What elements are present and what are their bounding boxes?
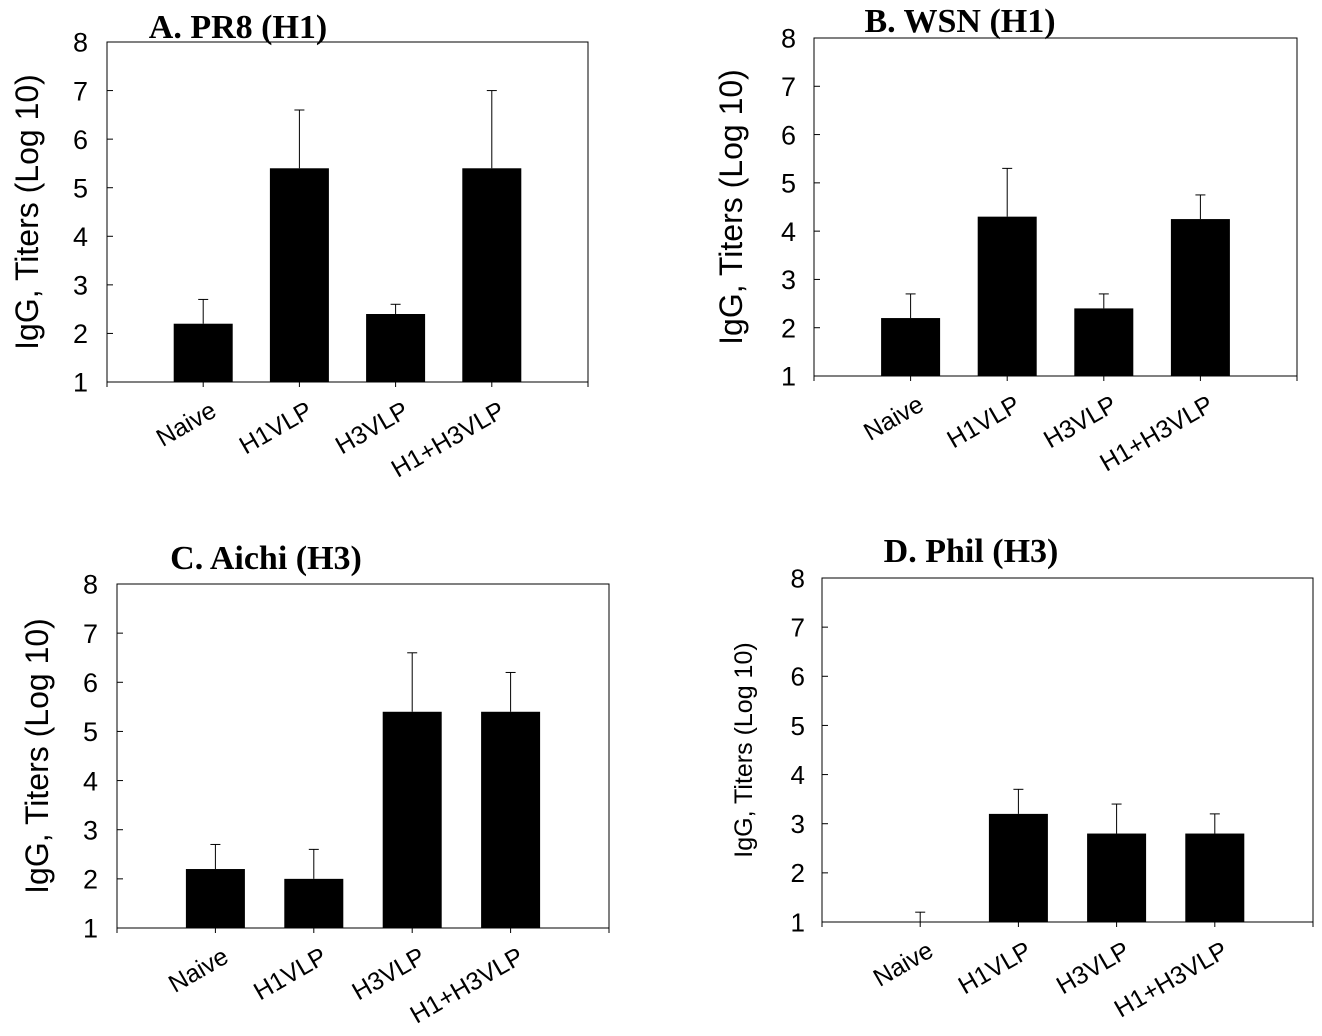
- y-tick-label: 4: [83, 766, 98, 796]
- x-category-label: Naive: [152, 396, 221, 452]
- bar-h3vlp: [1087, 833, 1147, 922]
- y-tick-label: 6: [781, 120, 796, 150]
- y-tick-label: 4: [781, 217, 796, 247]
- panel-title: B. WSN (H1): [864, 3, 1055, 40]
- bar-h1vlp: [269, 168, 329, 382]
- chart-panel-2: B. WSN (H1) IgG, Titers (Log 10) 1 2 3 4 5 6 7 8 N…: [713, 3, 1298, 477]
- x-category-label: H1VLP: [235, 396, 318, 460]
- y-tick-label: 1: [83, 914, 98, 944]
- y-tick-label: 2: [781, 313, 796, 343]
- y-tick-label: 5: [781, 169, 796, 199]
- y-tick-label: 7: [791, 613, 805, 643]
- y-tick-label: 4: [73, 222, 88, 252]
- y-tick-label: 4: [791, 760, 805, 790]
- y-tick-label: 3: [73, 271, 88, 301]
- y-tick-label: 2: [83, 865, 98, 895]
- plot-frame: [106, 41, 589, 383]
- y-tick-label: 7: [83, 619, 98, 649]
- y-tick-label: 5: [73, 173, 88, 203]
- bar-naive: [185, 869, 245, 928]
- y-axis-label: IgG, Titers (Log 10): [713, 69, 749, 345]
- bar-naive: [173, 323, 233, 382]
- y-tick-label: 3: [781, 265, 796, 295]
- bar-h3vlp: [382, 711, 442, 928]
- bar-h1-h3vlp: [462, 168, 522, 382]
- y-tick-label: 6: [791, 662, 805, 692]
- chart-panel-4: D. Phil (H3) IgG, Titers (Log 10) 1 2 3 4 5 6 7 8…: [730, 533, 1314, 1023]
- bar-h1vlp: [284, 878, 344, 928]
- x-category-label: H1VLP: [249, 942, 332, 1006]
- x-category-label: H1+H3VLP: [405, 942, 528, 1029]
- bar-naive: [881, 318, 941, 376]
- y-tick-label: 8: [781, 24, 796, 54]
- bar-h1-h3vlp: [481, 711, 541, 928]
- x-category-label: H1VLP: [942, 390, 1025, 454]
- bar-h3vlp: [1074, 308, 1134, 376]
- bar-h3vlp: [366, 314, 426, 382]
- y-axis-label: IgG, Titers (Log 10): [9, 74, 45, 350]
- plot-frame: [821, 577, 1314, 923]
- x-category-label: H1+H3VLP: [1110, 936, 1233, 1023]
- bar-h1vlp: [977, 216, 1037, 376]
- x-category-label: Naive: [164, 942, 233, 998]
- plot-frame: [813, 37, 1298, 377]
- y-tick-label: 2: [791, 858, 805, 888]
- y-tick-label: 6: [73, 125, 88, 155]
- y-axis-label: IgG, Titers (Log 10): [19, 618, 55, 894]
- y-tick-label: 3: [83, 815, 98, 845]
- panel-title: A. PR8 (H1): [149, 9, 327, 46]
- plot-frame: [116, 583, 610, 929]
- y-tick-label: 1: [791, 907, 805, 937]
- y-tick-label: 6: [83, 668, 98, 698]
- bar-h1-h3vlp: [1170, 219, 1230, 376]
- x-category-label: H3VLP: [1052, 936, 1135, 1000]
- x-category-label: H1VLP: [954, 936, 1037, 1000]
- panel-title: C. Aichi (H3): [170, 540, 362, 577]
- chart-panel-1: A. PR8 (H1) IgG, Titers (Log 10) 1 2 3 4 5 6 7 8 N…: [9, 9, 589, 483]
- y-tick-label: 8: [83, 570, 98, 600]
- y-tick-label: 3: [791, 809, 805, 839]
- panel-title: D. Phil (H3): [884, 533, 1059, 570]
- y-tick-label: 8: [791, 563, 805, 593]
- bar-h1-h3vlp: [1185, 833, 1245, 922]
- y-tick-label: 5: [791, 711, 805, 741]
- y-tick-label: 8: [73, 28, 88, 58]
- x-category-label: Naive: [859, 390, 928, 446]
- y-tick-label: 5: [83, 717, 98, 747]
- bar-h1vlp: [988, 813, 1048, 922]
- y-axis-label: IgG, Titers (Log 10): [730, 642, 758, 857]
- y-tick-label: 7: [73, 76, 88, 106]
- y-tick-label: 1: [781, 362, 796, 392]
- x-category-label: Naive: [869, 936, 938, 992]
- y-tick-label: 1: [73, 368, 88, 398]
- y-tick-label: 2: [73, 319, 88, 349]
- chart-panel-3: C. Aichi (H3) IgG, Titers (Log 10) 1 2 3 4 5 6 7…: [19, 540, 610, 1029]
- y-tick-label: 7: [781, 72, 796, 102]
- x-category-label: H3VLP: [347, 942, 430, 1006]
